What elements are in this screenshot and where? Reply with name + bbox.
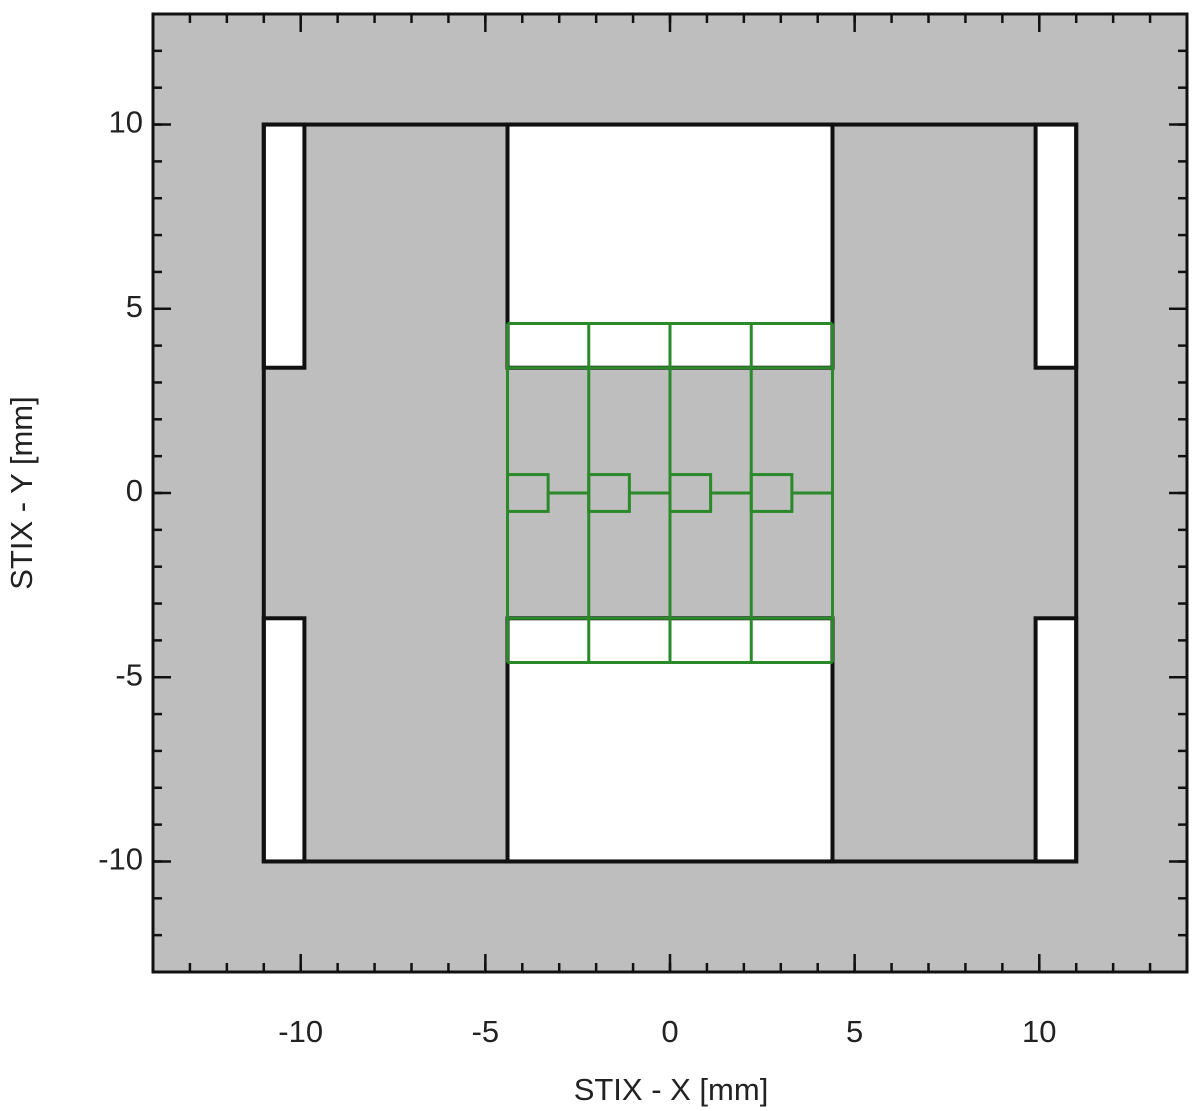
x-tick-label: -10	[278, 1014, 323, 1049]
small-pixel	[587, 473, 631, 513]
detector-frame	[261, 122, 1079, 864]
opening	[261, 616, 307, 864]
x-tick-label: 0	[661, 1014, 678, 1049]
x-tick-label: 5	[846, 1014, 863, 1049]
y-axis-label: STIX - Y [mm]	[4, 396, 39, 590]
x-tick-label: -5	[472, 1014, 500, 1049]
opening	[1033, 616, 1079, 864]
y-tick-label: 0	[126, 473, 143, 508]
y-tick-label: 10	[109, 105, 143, 140]
y-tick-label: 5	[126, 289, 143, 324]
x-axis-label: STIX - X [mm]	[574, 1072, 769, 1107]
y-tick-label: -5	[115, 657, 143, 692]
opening	[1033, 122, 1079, 370]
opening	[261, 122, 307, 370]
x-tick-label: 10	[1022, 1014, 1056, 1049]
y-tick-label: -10	[98, 842, 143, 877]
